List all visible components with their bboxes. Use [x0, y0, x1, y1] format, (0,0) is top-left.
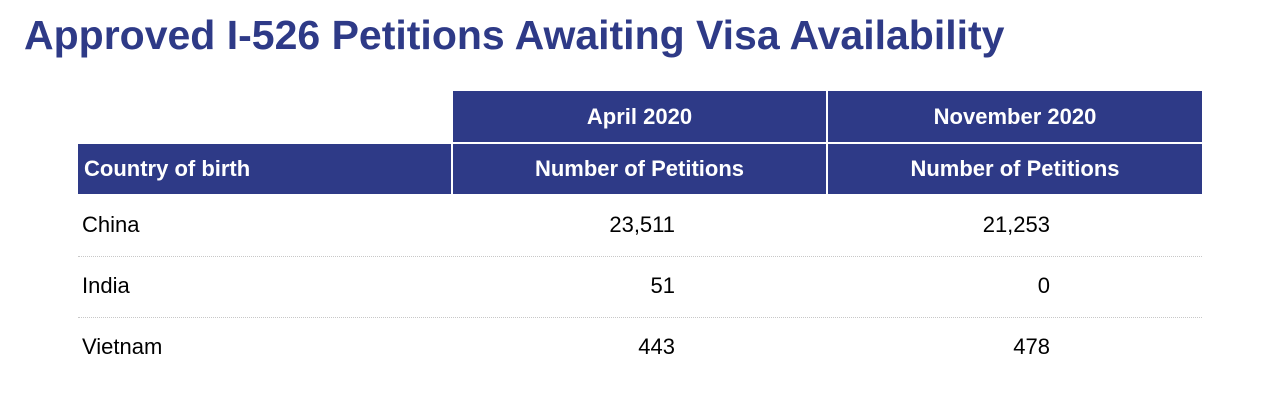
row-country: India: [82, 273, 130, 298]
row-divider: [78, 256, 1202, 257]
header-period-april-2020: April 2020: [453, 91, 826, 142]
row-november-2020-value: 21,253: [982, 212, 1050, 237]
header-number-of-petitions-april: Number of Petitions: [453, 144, 826, 194]
row-april-2020-value: 23,511: [609, 212, 675, 237]
row-november-2020-value: 0: [1037, 273, 1050, 298]
header-period-november-2020: November 2020: [828, 91, 1202, 142]
page-title: Approved I-526 Petitions Awaiting Visa A…: [24, 12, 1005, 58]
header-number-of-petitions-november: Number of Petitions: [828, 144, 1202, 194]
row-april-2020-value: 51: [650, 273, 675, 298]
row-divider: [78, 317, 1202, 318]
row-april-2020-value: 443: [638, 334, 675, 359]
header-country-of-birth: Country of birth: [78, 144, 451, 194]
row-country: China: [82, 212, 140, 237]
row-country: Vietnam: [82, 334, 163, 359]
row-november-2020-value: 478: [1013, 334, 1050, 359]
